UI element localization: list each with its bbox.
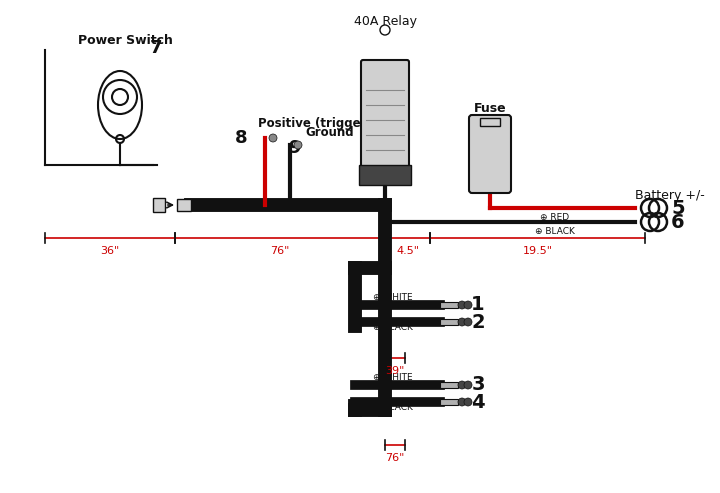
Text: Power Switch: Power Switch	[78, 34, 172, 46]
Text: 2: 2	[471, 313, 485, 331]
Bar	[153, 198, 165, 212]
Text: ⊕ BLACK: ⊕ BLACK	[373, 323, 413, 332]
Bar	[376, 62, 394, 104]
Circle shape	[464, 381, 472, 389]
FancyBboxPatch shape	[361, 60, 409, 167]
Text: 8: 8	[235, 129, 248, 147]
Text: ⊕ BLACK: ⊕ BLACK	[373, 403, 413, 413]
Bar	[440, 382, 458, 388]
Text: 3: 3	[472, 376, 485, 394]
Circle shape	[458, 318, 466, 326]
Text: 6: 6	[671, 212, 685, 232]
Circle shape	[458, 398, 466, 406]
Text: 40A Relay: 40A Relay	[354, 15, 416, 29]
Text: 1: 1	[471, 295, 485, 315]
Bar	[440, 302, 458, 308]
Circle shape	[464, 301, 472, 309]
Bar	[480, 118, 500, 126]
Bar	[440, 399, 458, 405]
Bar	[177, 199, 191, 211]
Bar	[440, 319, 458, 325]
Text: Battery +/-: Battery +/-	[635, 189, 705, 203]
Text: ⊕ WHITE: ⊕ WHITE	[373, 292, 413, 302]
FancyBboxPatch shape	[469, 115, 511, 193]
Circle shape	[458, 381, 466, 389]
Text: ⊕ BLACK: ⊕ BLACK	[535, 227, 575, 237]
Text: 5: 5	[671, 199, 685, 217]
Text: 4.5": 4.5"	[396, 246, 419, 256]
Text: ⊕ WHITE: ⊕ WHITE	[373, 373, 413, 382]
Text: 19.5": 19.5"	[523, 246, 552, 256]
Circle shape	[464, 318, 472, 326]
Circle shape	[464, 398, 472, 406]
Text: Fuse: Fuse	[474, 102, 506, 114]
Circle shape	[380, 25, 390, 35]
Circle shape	[269, 134, 277, 142]
Text: 30A: 30A	[478, 151, 502, 161]
Text: Ground: Ground	[305, 126, 354, 139]
Text: 76": 76"	[270, 246, 289, 256]
Text: 4: 4	[471, 392, 485, 412]
Circle shape	[458, 301, 466, 309]
Text: 76": 76"	[385, 453, 405, 463]
Text: Positive (trigger): Positive (trigger)	[258, 117, 372, 131]
Text: 7: 7	[150, 39, 162, 57]
Text: 39": 39"	[385, 366, 405, 376]
Text: ⊕ RED: ⊕ RED	[541, 213, 570, 222]
Text: 36": 36"	[100, 246, 120, 256]
Bar	[359, 165, 411, 185]
Text: 9: 9	[288, 139, 300, 157]
Circle shape	[294, 141, 302, 149]
